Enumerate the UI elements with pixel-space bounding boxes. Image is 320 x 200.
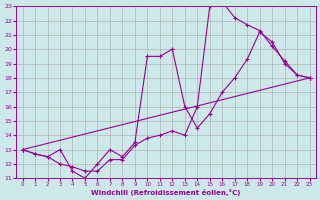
- X-axis label: Windchill (Refroidissement éolien,°C): Windchill (Refroidissement éolien,°C): [92, 189, 241, 196]
